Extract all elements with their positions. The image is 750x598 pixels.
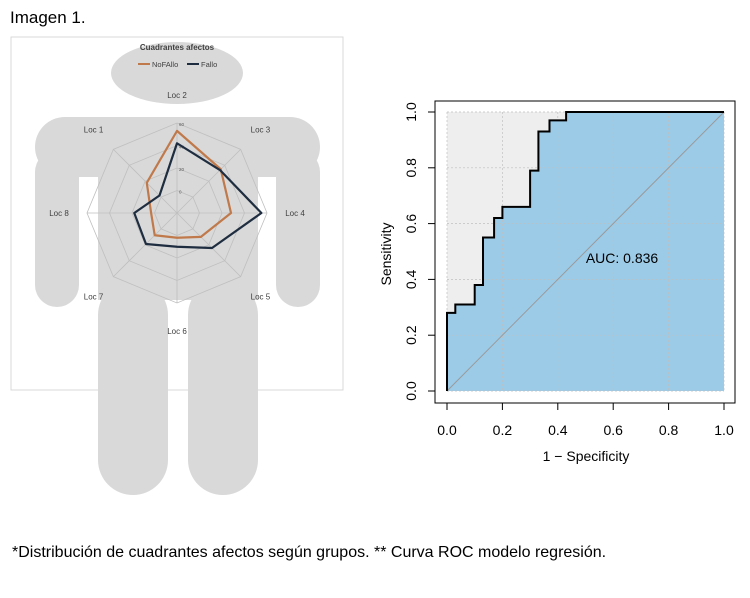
radar-series-line — [133, 142, 263, 250]
roc-plot-area: 0.0 0.2 0.4 0.6 0.8 1.0 0.0 0.2 0.4 0.6 0.8 1.0 — [403, 100, 736, 438]
radar-spoke — [176, 212, 241, 277]
radar-series-line — [145, 129, 233, 239]
figure-canvas: Cuadrantes afectos NoFAllo Fallo 0204060L… — [10, 36, 736, 495]
radar-chart: Cuadrantes afectos NoFAllo Fallo 0204060L… — [10, 36, 344, 495]
y-axis-label: Sensitivity — [378, 222, 394, 285]
y-tick-label: 0.6 — [403, 214, 419, 234]
figure-header: Imagen 1. — [10, 8, 86, 27]
x-tick-label: 0.8 — [659, 422, 679, 438]
radar-spoke — [113, 212, 178, 277]
x-tick-label: 0.4 — [548, 422, 568, 438]
y-tick-label: 1.0 — [403, 102, 419, 122]
radar-spoke — [113, 149, 178, 214]
figure-caption: *Distribución de cuadrantes afectos segú… — [12, 544, 607, 561]
legend-label: NoFAllo — [152, 60, 178, 69]
diagonal-reference — [446, 111, 725, 392]
auc-annotation: AUC: 0.836 — [586, 250, 659, 266]
y-tick-label: 0.2 — [403, 325, 419, 345]
x-tick-label: 0.0 — [437, 422, 457, 438]
radar-axis-label: Loc 8 — [49, 209, 69, 218]
radar-axis-label: Loc 5 — [251, 292, 271, 301]
radar-tick-label: 60 — [179, 122, 185, 127]
y-tick-label: 0.8 — [403, 158, 419, 178]
legend-label: Fallo — [201, 60, 217, 69]
radar-tick-label: 20 — [179, 167, 185, 172]
radar-axis-label: Loc 1 — [84, 126, 104, 135]
radar-axis-label: Loc 7 — [84, 292, 104, 301]
x-tick-label: 0.2 — [493, 422, 513, 438]
x-axis-label: 1 − Specificity — [543, 448, 630, 464]
roc-curve — [446, 111, 724, 391]
radar-legend: NoFAllo Fallo — [138, 60, 217, 69]
radar-axis-label: Loc 3 — [251, 126, 271, 135]
y-tick-label: 0.0 — [403, 381, 419, 401]
radar-axis-label: Loc 2 — [167, 91, 187, 100]
radar-tick-label: 0 — [179, 190, 182, 195]
radar-series-group — [133, 129, 263, 250]
x-tick-label: 1.0 — [714, 422, 734, 438]
roc-chart: 0.0 0.2 0.4 0.6 0.8 1.0 0.0 0.2 0.4 0.6 0.8 1.0 AUC… — [378, 100, 736, 464]
radar-title: Cuadrantes afectos — [140, 43, 215, 52]
plot-border — [434, 100, 736, 404]
head-shape — [111, 42, 243, 104]
x-tick-label: 0.6 — [603, 422, 623, 438]
y-tick-label: 0.4 — [403, 269, 419, 289]
body-silhouette — [35, 117, 320, 495]
radar-axis-label: Loc 6 — [167, 327, 187, 336]
radar-spoke — [176, 149, 241, 214]
radar-axis-label: Loc 4 — [285, 209, 305, 218]
